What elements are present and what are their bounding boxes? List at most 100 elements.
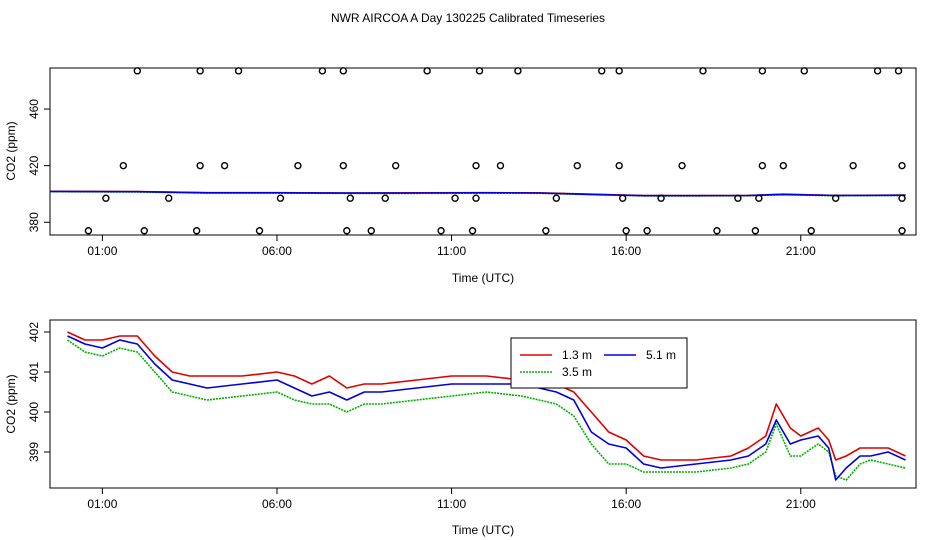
scatter-point [807, 227, 815, 235]
series-line-3-5-m [67, 339, 906, 481]
scatter-point [343, 227, 351, 235]
scatter-point [367, 227, 375, 235]
scatter-point [758, 161, 767, 170]
scatter-point [392, 161, 400, 170]
y-tick-label: 460 [27, 99, 41, 119]
scatter-point [758, 67, 767, 75]
y-tick-label: 420 [27, 155, 41, 175]
scatter-point [220, 161, 229, 170]
scatter-point [894, 67, 903, 75]
x-tick-label: 11:00 [437, 497, 466, 511]
scatter-point [755, 194, 763, 202]
scatter-point [831, 194, 840, 202]
top-x-axis-label: Time (UTC) [452, 271, 514, 285]
scatter-point [618, 194, 627, 202]
scatter-point [898, 227, 906, 235]
scatter-point [678, 161, 686, 170]
scatter-point [102, 194, 110, 202]
scatter-point [598, 67, 606, 75]
scatter-point [496, 161, 505, 170]
series-line-5-1-m [49, 190, 906, 197]
y-tick-label: 380 [27, 212, 41, 232]
scatter-point [119, 161, 128, 170]
scatter-point [318, 67, 327, 75]
scatter-point [196, 67, 204, 75]
scatter-point [622, 227, 630, 235]
scatter-point [381, 194, 389, 202]
x-tick-label: 21:00 [786, 497, 816, 511]
bottom-x-ticks: 01:00 06:00 11:00 16:00 21:00 [87, 488, 816, 511]
legend-label-1-3m: 1.3 m [562, 348, 592, 362]
scatter-point [234, 67, 243, 75]
x-tick-label: 01:00 [87, 497, 117, 511]
scatter-point [84, 227, 93, 235]
y-tick-label: 402 [27, 322, 41, 342]
scatter-point [898, 194, 906, 202]
y-tick-label: 401 [27, 362, 41, 382]
x-tick-label: 21:00 [786, 244, 816, 258]
scatter-point [751, 227, 760, 235]
scatter-point [573, 161, 581, 170]
x-tick-label: 16:00 [611, 244, 641, 258]
scatter-point [192, 227, 201, 235]
top-plot-frame [49, 67, 917, 236]
scatter-point [615, 161, 623, 170]
scatter-point [294, 161, 302, 170]
top-panel: 01:00 06:00 11:00 16:00 21:00 380 420 460 Time… [4, 67, 917, 285]
y-tick-label: 400 [27, 402, 41, 422]
scatter-point [339, 161, 348, 170]
scatter-point [140, 227, 148, 235]
scatter-point [898, 161, 906, 170]
scatter-point [165, 194, 173, 202]
scatter-point [657, 194, 665, 202]
scatter-point [339, 67, 348, 75]
legend: 1.3 m 5.1 m 3.5 m [510, 337, 688, 389]
scatter-point [542, 227, 550, 235]
top-x-ticks: 01:00 06:00 11:00 16:00 21:00 [87, 235, 816, 258]
scatter-point [472, 161, 480, 170]
scatter-point [713, 227, 721, 235]
scatter-point [133, 67, 141, 75]
bottom-y-ticks: 399 400 401 402 [27, 322, 50, 462]
scatter-point [472, 194, 480, 202]
legend-label-5-1m: 5.1 m [646, 348, 676, 362]
bottom-panel: 01:00 06:00 11:00 16:00 21:00 399 400 401 402 T… [4, 319, 917, 537]
bottom-x-axis-label: Time (UTC) [452, 523, 514, 537]
x-tick-label: 01:00 [87, 244, 117, 258]
scatter-point [873, 67, 882, 75]
bottom-series-lines [67, 331, 906, 481]
scatter-point [451, 194, 459, 202]
scatter-point [779, 161, 788, 170]
scatter-point [514, 67, 522, 75]
scatter-point [734, 194, 742, 202]
scatter-point [196, 161, 204, 170]
y-tick-label: 399 [27, 442, 41, 462]
scatter-point [346, 194, 355, 202]
scatter-point [552, 194, 561, 202]
top-y-ticks: 380 420 460 [27, 99, 50, 232]
scatter-point [468, 227, 477, 235]
scatter-point [423, 67, 431, 75]
x-tick-label: 16:00 [611, 497, 641, 511]
scatter-point [849, 161, 857, 170]
scatter-point [643, 227, 651, 235]
scatter-point [475, 67, 484, 75]
scatter-point [699, 67, 707, 75]
top-y-axis-label: CO2 (ppm) [4, 121, 18, 180]
scatter-point [276, 194, 285, 202]
scatter-point [615, 67, 623, 75]
top-series-lines [49, 190, 906, 197]
bottom-y-axis-label: CO2 (ppm) [4, 374, 18, 433]
legend-label-3-5m: 3.5 m [562, 365, 592, 379]
chart-title: NWR AIRCOA A Day 130225 Calibrated Times… [331, 11, 605, 25]
legend-box [510, 337, 688, 389]
x-tick-label: 06:00 [262, 497, 292, 511]
scatter-point [255, 227, 264, 235]
series-line-5-1-m [67, 335, 906, 481]
bottom-plot-frame [49, 319, 917, 489]
scatter-point [437, 227, 445, 235]
top-scatter-points [84, 67, 906, 235]
x-tick-label: 11:00 [437, 244, 466, 258]
scatter-point [800, 67, 808, 75]
